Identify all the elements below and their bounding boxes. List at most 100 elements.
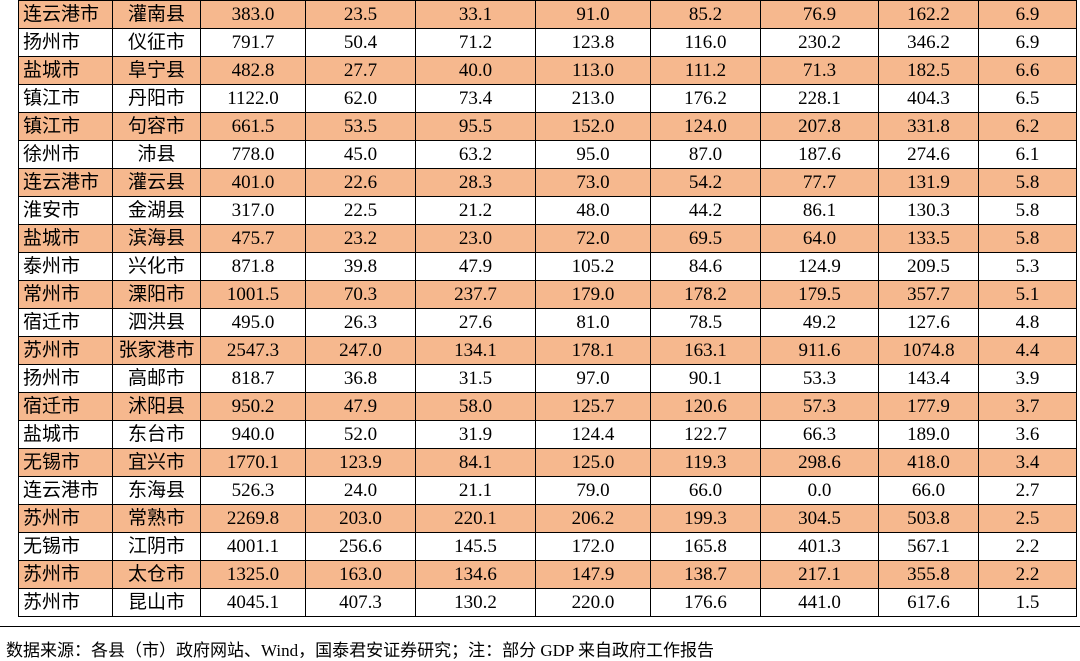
table-cell: 165.8 xyxy=(650,532,761,561)
table-cell: 177.9 xyxy=(878,392,979,421)
table-cell: 盐城市 xyxy=(18,420,113,449)
table-cell: 2.5 xyxy=(978,504,1077,533)
table-cell: 213.0 xyxy=(535,84,651,113)
table-cell: 124.4 xyxy=(535,420,651,449)
table-cell: 6.2 xyxy=(978,112,1077,141)
table-cell: 791.7 xyxy=(200,28,306,57)
table-row: 徐州市 沛县 778.0 45.0 63.2 95.0 87.0 187.6 274.6 6.1 xyxy=(18,140,1077,169)
table-cell: 6.1 xyxy=(978,140,1077,169)
table-cell: 33.1 xyxy=(415,0,536,29)
table-cell: 178.1 xyxy=(535,336,651,365)
table-row: 镇江市 丹阳市 1122.0 62.0 73.4 213.0 176.2 228.1 404.3… xyxy=(18,84,1077,113)
table-row: 镇江市 句容市 661.5 53.5 95.5 152.0 124.0 207.8 331.8 6… xyxy=(18,112,1077,141)
table-cell: 灌南县 xyxy=(112,0,201,29)
table-cell: 145.5 xyxy=(415,532,536,561)
table-cell: 138.7 xyxy=(650,560,761,589)
table-cell: 2.2 xyxy=(978,560,1077,589)
table-cell: 298.6 xyxy=(760,448,879,477)
table-row: 盐城市 东台市 940.0 52.0 31.9 124.4 122.7 66.3 189.0 3.… xyxy=(18,420,1077,449)
table-cell: 176.6 xyxy=(650,588,761,617)
table-cell: 124.0 xyxy=(650,112,761,141)
table-cell: 泗洪县 xyxy=(112,308,201,337)
table-cell: 48.0 xyxy=(535,196,651,225)
table-cell: 镇江市 xyxy=(18,84,113,113)
table-cell: 73.0 xyxy=(535,168,651,197)
table-cell: 5.1 xyxy=(978,280,1077,309)
table-cell: 407.3 xyxy=(305,588,416,617)
table-body: 连云港市 灌南县 383.0 23.5 33.1 91.0 85.2 76.9 162.2 6.9… xyxy=(18,0,1077,617)
table-cell: 134.6 xyxy=(415,560,536,589)
table-cell: 503.8 xyxy=(878,504,979,533)
table-cell: 163.0 xyxy=(305,560,416,589)
table-cell: 187.6 xyxy=(760,140,879,169)
table-cell: 连云港市 xyxy=(18,476,113,505)
table-cell: 灌云县 xyxy=(112,168,201,197)
table-cell: 仪征市 xyxy=(112,28,201,57)
table-cell: 6.5 xyxy=(978,84,1077,113)
table-cell: 金湖县 xyxy=(112,196,201,225)
table-cell: 徐州市 xyxy=(18,140,113,169)
table-cell: 31.5 xyxy=(415,364,536,393)
table-cell: 27.7 xyxy=(305,56,416,85)
table-cell: 617.6 xyxy=(878,588,979,617)
table-cell: 871.8 xyxy=(200,252,306,281)
table-cell: 连云港市 xyxy=(18,0,113,29)
table-cell: 盐城市 xyxy=(18,56,113,85)
table-cell: 苏州市 xyxy=(18,336,113,365)
table-cell: 0.0 xyxy=(760,476,879,505)
table-cell: 26.3 xyxy=(305,308,416,337)
table-cell: 盐城市 xyxy=(18,224,113,253)
table-cell: 130.3 xyxy=(878,196,979,225)
table-cell: 86.1 xyxy=(760,196,879,225)
table-cell: 31.9 xyxy=(415,420,536,449)
table-row: 盐城市 阜宁县 482.8 27.7 40.0 113.0 111.2 71.3 182.5 6.… xyxy=(18,56,1077,85)
table-cell: 79.0 xyxy=(535,476,651,505)
table-cell: 6.6 xyxy=(978,56,1077,85)
table-cell: 苏州市 xyxy=(18,588,113,617)
table-cell: 27.6 xyxy=(415,308,536,337)
table-row: 无锡市 宜兴市 1770.1 123.9 84.1 125.0 119.3 298.6 418.… xyxy=(18,448,1077,477)
table-cell: 127.6 xyxy=(878,308,979,337)
source-note: 数据来源：各县（市）政府网站、Wind，国泰君安证券研究；注：部分 GDP 来自… xyxy=(6,641,714,660)
table-cell: 123.9 xyxy=(305,448,416,477)
table-cell: 21.2 xyxy=(415,196,536,225)
table-cell: 常州市 xyxy=(18,280,113,309)
table-cell: 73.4 xyxy=(415,84,536,113)
table-cell: 4.4 xyxy=(978,336,1077,365)
table-cell: 125.7 xyxy=(535,392,651,421)
table-cell: 247.0 xyxy=(305,336,416,365)
table-cell: 70.3 xyxy=(305,280,416,309)
table-cell: 6.9 xyxy=(978,28,1077,57)
table-cell: 818.7 xyxy=(200,364,306,393)
table-cell: 152.0 xyxy=(535,112,651,141)
table-cell: 4001.1 xyxy=(200,532,306,561)
table-cell: 64.0 xyxy=(760,224,879,253)
table-cell: 217.1 xyxy=(760,560,879,589)
table-cell: 东台市 xyxy=(112,420,201,449)
table-cell: 23.2 xyxy=(305,224,416,253)
table-cell: 228.1 xyxy=(760,84,879,113)
table-cell: 162.2 xyxy=(878,0,979,29)
table-row: 扬州市 高邮市 818.7 36.8 31.5 97.0 90.1 53.3 143.4 3.9 xyxy=(18,364,1077,393)
table-cell: 无锡市 xyxy=(18,448,113,477)
table-cell: 2269.8 xyxy=(200,504,306,533)
table-row: 无锡市 江阴市 4001.1 256.6 145.5 172.0 165.8 401.3 567… xyxy=(18,532,1077,561)
table-cell: 179.0 xyxy=(535,280,651,309)
table-cell: 230.2 xyxy=(760,28,879,57)
table-cell: 36.8 xyxy=(305,364,416,393)
table-cell: 54.2 xyxy=(650,168,761,197)
table-cell: 134.1 xyxy=(415,336,536,365)
table-cell: 105.2 xyxy=(535,252,651,281)
table-cell: 1122.0 xyxy=(200,84,306,113)
table-cell: 66.3 xyxy=(760,420,879,449)
table-cell: 58.0 xyxy=(415,392,536,421)
table-cell: 2.7 xyxy=(978,476,1077,505)
table-cell: 940.0 xyxy=(200,420,306,449)
table-cell: 66.0 xyxy=(878,476,979,505)
table-cell: 346.2 xyxy=(878,28,979,57)
table-cell: 2.2 xyxy=(978,532,1077,561)
table-cell: 45.0 xyxy=(305,140,416,169)
table-cell: 123.8 xyxy=(535,28,651,57)
table-cell: 778.0 xyxy=(200,140,306,169)
table-cell: 113.0 xyxy=(535,56,651,85)
